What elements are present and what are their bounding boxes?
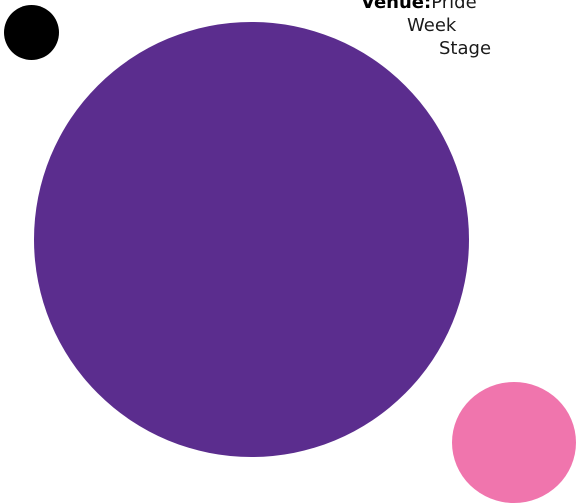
venue-block: Venue:Pride Week Stage: [352, 0, 532, 60]
venue-value-line-3: Stage: [439, 38, 492, 59]
venue-line-3: Stage: [352, 37, 532, 60]
venue-line-1: Venue:Pride: [352, 0, 532, 14]
venue-value-line-1: Pride: [431, 0, 477, 13]
venue-value-line-2: Week: [407, 15, 457, 36]
black-dot-decoration: [4, 5, 59, 60]
venue-line-2: Week: [352, 14, 532, 37]
venue-label: Venue:: [361, 0, 432, 13]
purple-circle-decoration: [34, 22, 469, 457]
pink-circle-decoration: [452, 382, 576, 503]
